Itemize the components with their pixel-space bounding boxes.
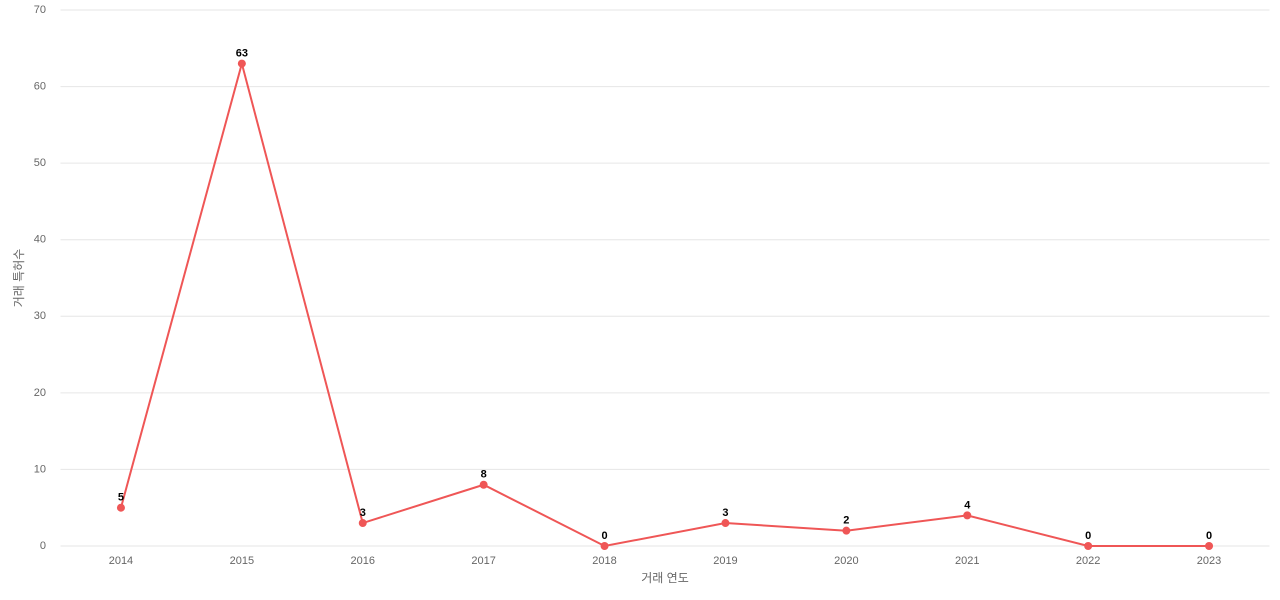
x-tick-label: 2015 bbox=[230, 555, 254, 567]
x-tick-label: 2018 bbox=[592, 555, 616, 567]
y-tick-label: 10 bbox=[34, 463, 46, 475]
point bbox=[1205, 542, 1214, 550]
point bbox=[842, 526, 851, 535]
data-label: 3 bbox=[360, 507, 366, 519]
data-label: 5 bbox=[118, 492, 124, 504]
data-label: 0 bbox=[601, 530, 607, 542]
point bbox=[237, 59, 246, 68]
data-label: 0 bbox=[1085, 530, 1091, 542]
x-tick-label: 2014 bbox=[109, 555, 133, 567]
data-label: 0 bbox=[1206, 530, 1212, 542]
x-tick-label: 2020 bbox=[834, 555, 858, 567]
x-tick-label: 2022 bbox=[1076, 555, 1100, 567]
data-label: 2 bbox=[843, 515, 849, 527]
data-label: 4 bbox=[964, 499, 971, 511]
x-tick-label: 2017 bbox=[471, 555, 495, 567]
y-tick-label: 20 bbox=[34, 387, 46, 399]
point bbox=[963, 511, 972, 520]
y-tick-label: 50 bbox=[34, 157, 46, 169]
point bbox=[358, 519, 367, 528]
point bbox=[479, 480, 488, 489]
x-tick-label: 2019 bbox=[713, 555, 737, 567]
x-tick-label: 2023 bbox=[1197, 555, 1221, 567]
line bbox=[119, 59, 1210, 548]
point bbox=[600, 542, 609, 550]
y-tick-label: 60 bbox=[34, 80, 46, 92]
data-label: 8 bbox=[481, 469, 487, 481]
x-tick-label: 2016 bbox=[351, 555, 375, 567]
y-axis-title: 거래 특허수 bbox=[12, 249, 26, 308]
point bbox=[721, 519, 730, 528]
y-tick-label: 70 bbox=[34, 4, 46, 16]
point bbox=[1084, 542, 1093, 550]
y-tick-label: 0 bbox=[40, 540, 46, 552]
x-tick-label: 2021 bbox=[955, 555, 979, 567]
x-axis-title: 거래 연도 bbox=[641, 571, 689, 585]
y-tick-label: 40 bbox=[34, 234, 46, 246]
y-tick-label: 30 bbox=[34, 310, 46, 322]
data-label: 3 bbox=[722, 507, 728, 519]
point bbox=[116, 503, 125, 512]
data-label: 63 bbox=[236, 48, 248, 60]
